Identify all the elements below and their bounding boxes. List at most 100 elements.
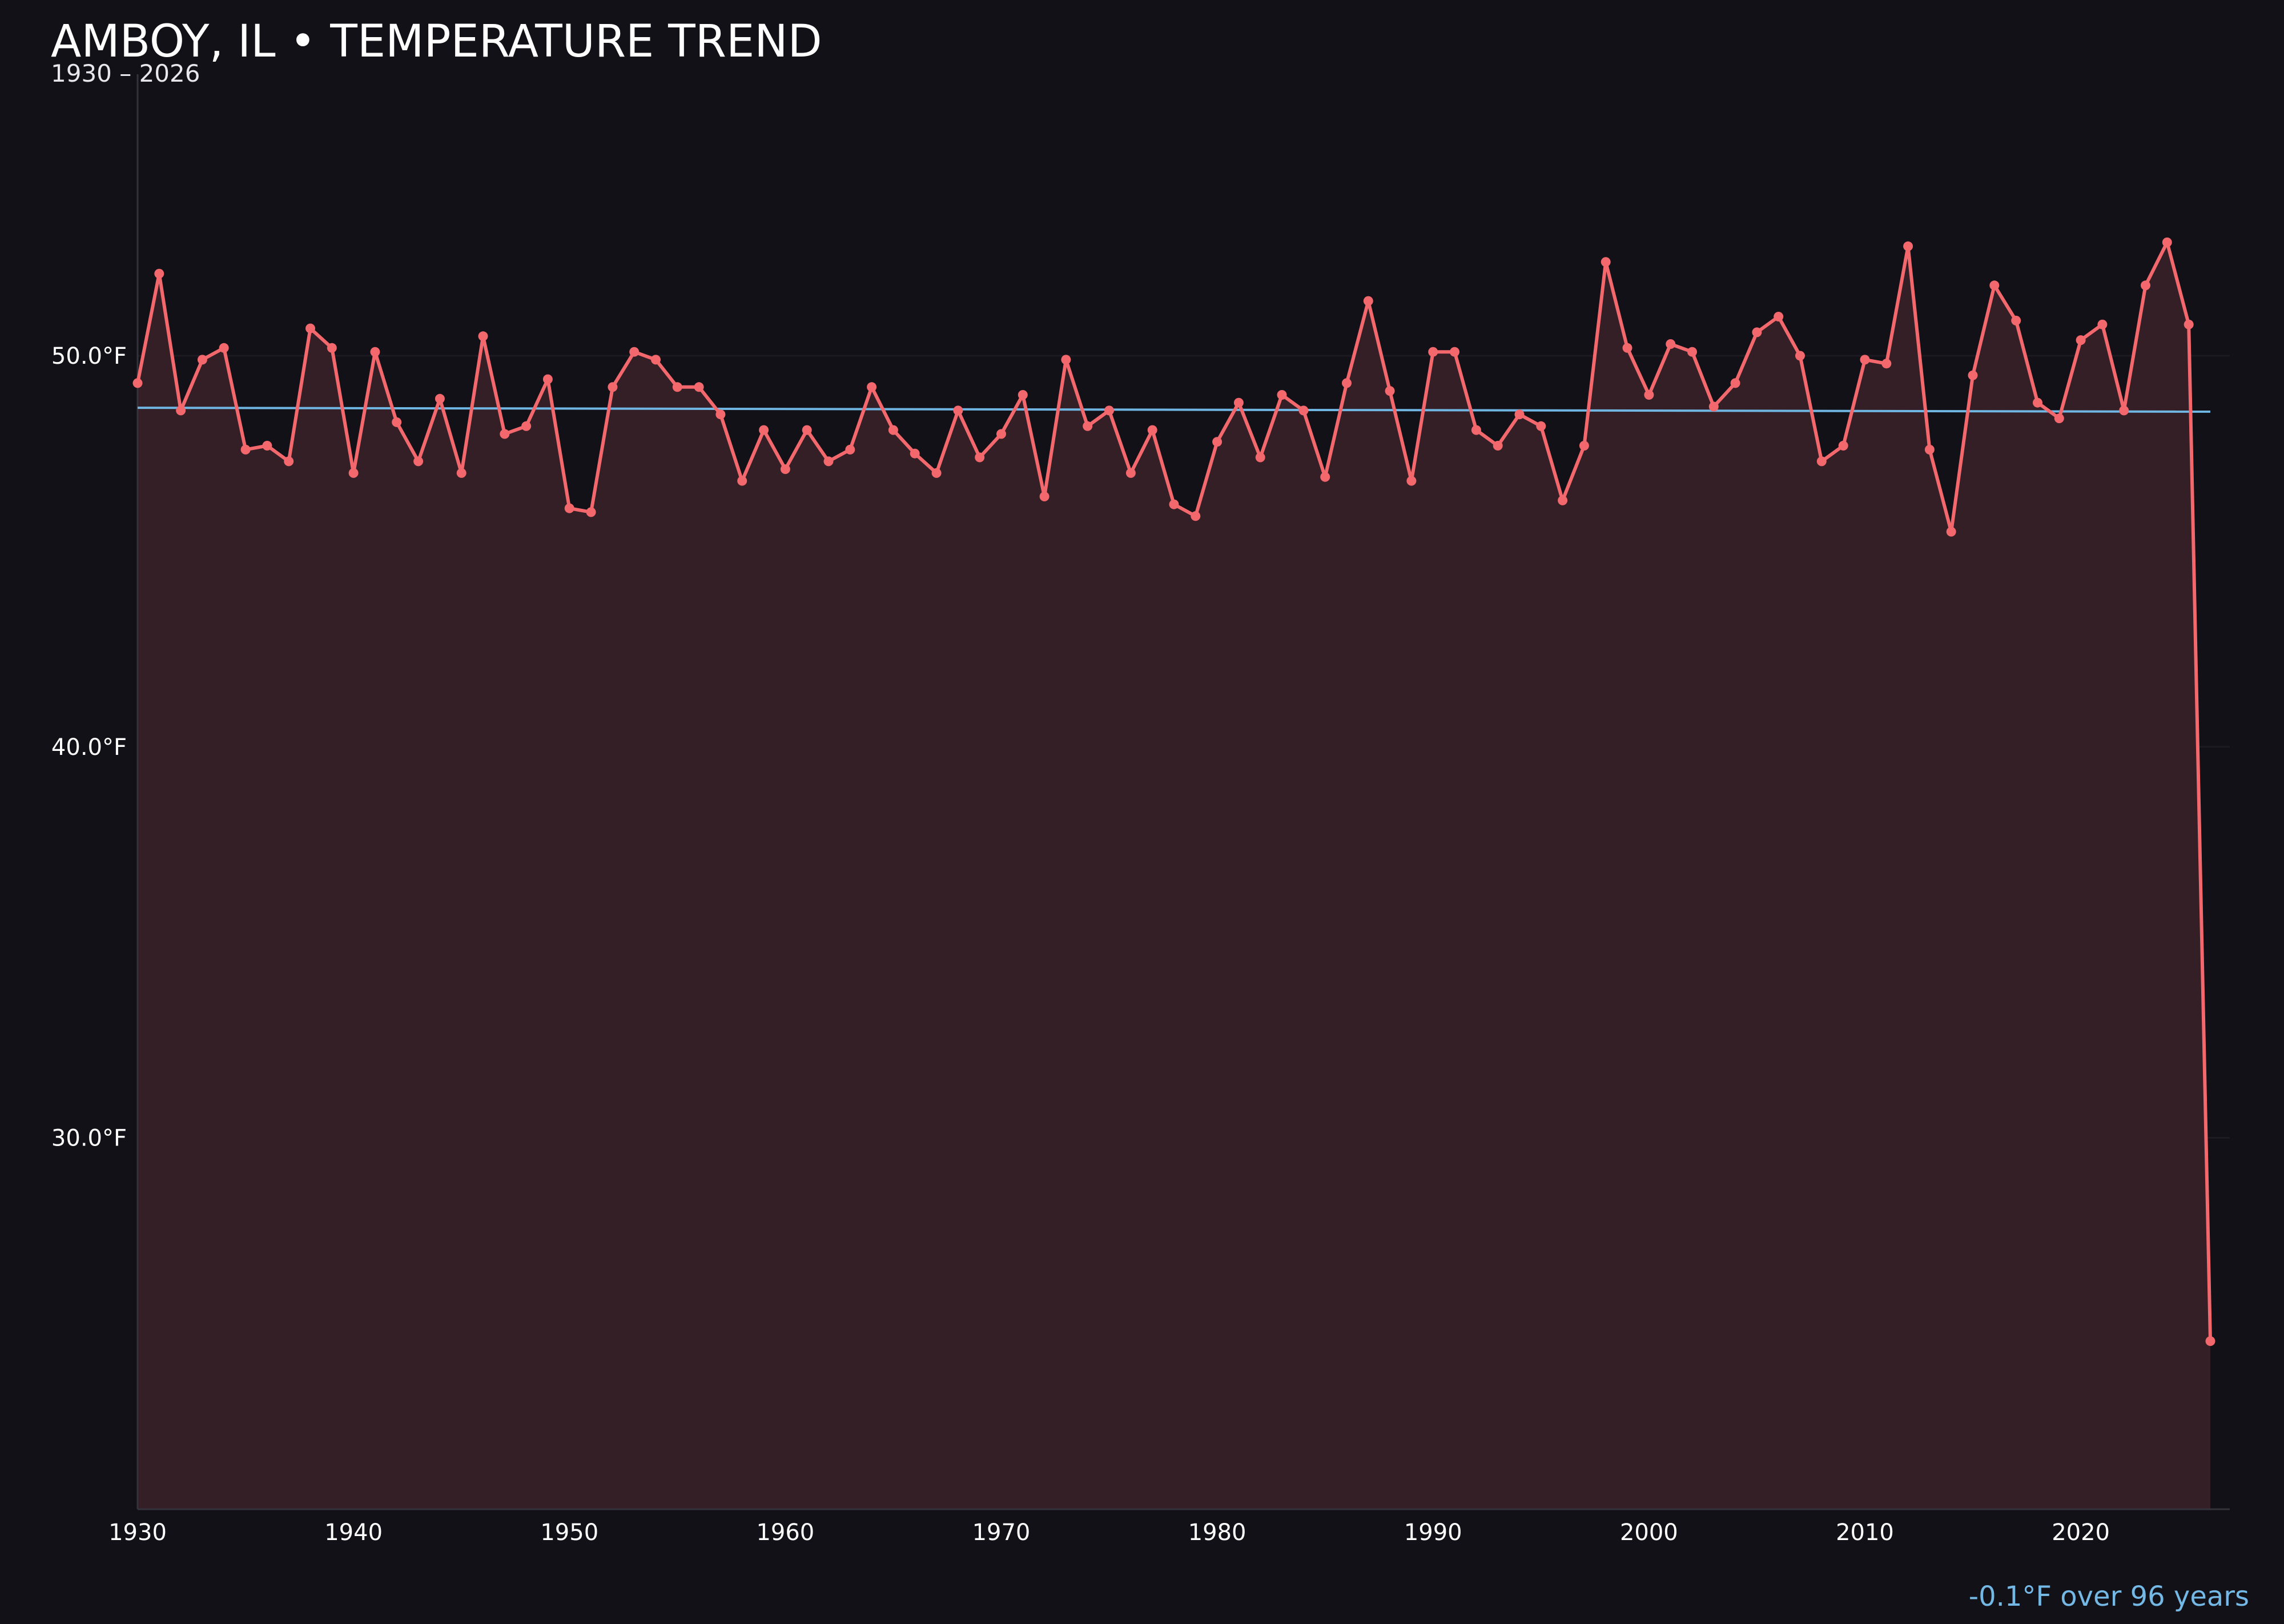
data-point <box>1233 397 1244 408</box>
data-point <box>435 393 445 404</box>
y-tick-label: 50.0°F <box>51 343 127 369</box>
data-point <box>1406 476 1417 486</box>
x-tick-label: 1950 <box>540 1520 598 1546</box>
data-point <box>780 464 790 475</box>
data-point <box>2205 1336 2215 1346</box>
data-point <box>1558 495 1568 505</box>
x-tick-label: 1930 <box>108 1520 167 1546</box>
data-point <box>1298 405 1309 416</box>
x-tick-labels: 1930 1940 1950 1960 1970 1980 1990 2000 2010 2020 <box>108 1520 2110 1546</box>
data-point <box>456 468 467 478</box>
data-point <box>1212 437 1223 447</box>
data-point <box>1881 359 1892 369</box>
data-point <box>2076 335 2086 345</box>
data-point <box>1450 347 1459 357</box>
data-point <box>845 444 855 455</box>
y-tick-labels: 30.0°F 40.0°F 50.0°F <box>51 343 127 1151</box>
chart-title: AMBOY, IL • TEMPERATURE TREND <box>51 16 822 67</box>
data-point <box>1579 441 1589 451</box>
x-tick-label: 2000 <box>1620 1520 1678 1546</box>
data-point <box>608 382 618 392</box>
data-point <box>284 456 294 467</box>
data-point <box>953 405 963 416</box>
data-point <box>737 476 747 486</box>
data-point <box>1018 390 1028 400</box>
data-point <box>1255 452 1265 463</box>
y-tick-label: 40.0°F <box>51 734 127 761</box>
data-point <box>392 417 402 427</box>
data-point <box>1493 441 1503 451</box>
data-point <box>1622 343 1632 353</box>
data-point <box>759 425 769 435</box>
data-point <box>1774 312 1784 321</box>
x-tick-label: 1970 <box>972 1520 1031 1546</box>
trend-note: -0.1°F over 96 years <box>1968 1581 2249 1613</box>
x-tick-label: 2020 <box>2052 1520 2110 1546</box>
x-tick-label: 1940 <box>324 1520 383 1546</box>
data-point <box>1946 526 1956 537</box>
data-point <box>715 409 726 420</box>
data-point <box>1536 421 1546 431</box>
data-point <box>1989 280 2000 291</box>
data-point <box>327 343 337 353</box>
data-point <box>1968 370 1978 380</box>
data-point <box>1104 405 1114 416</box>
data-point <box>823 456 834 467</box>
data-point <box>975 452 985 463</box>
data-point <box>1125 468 1136 478</box>
data-point <box>305 323 315 333</box>
data-point <box>478 331 488 341</box>
data-point <box>1320 472 1330 482</box>
data-point <box>586 507 596 517</box>
data-point <box>1601 257 1611 267</box>
trend-line <box>137 407 2210 413</box>
x-tick-label: 1980 <box>1188 1520 1246 1546</box>
data-point <box>1924 444 1935 455</box>
x-tick-label: 1960 <box>756 1520 814 1546</box>
y-tick-label: 30.0°F <box>51 1125 127 1151</box>
data-point <box>1687 347 1697 357</box>
data-point <box>1385 386 1395 396</box>
data-point <box>1644 390 1654 400</box>
temperature-area-fill <box>138 242 2210 1510</box>
data-point <box>348 468 359 478</box>
data-point <box>1903 241 1913 251</box>
data-point <box>1752 327 1762 337</box>
data-point <box>132 378 143 388</box>
data-point <box>802 425 812 435</box>
data-point <box>1061 355 1071 365</box>
data-point <box>694 382 704 392</box>
data-point <box>2141 280 2150 291</box>
data-point <box>1666 339 1676 349</box>
data-point <box>2033 397 2042 408</box>
data-point <box>1039 492 1049 501</box>
data-point <box>500 429 510 439</box>
x-tick-label: 2010 <box>1836 1520 1894 1546</box>
data-point <box>262 441 272 451</box>
data-point <box>1169 499 1179 509</box>
data-point <box>1277 390 1287 400</box>
data-point <box>521 421 532 431</box>
data-point <box>1860 355 1870 365</box>
data-point <box>1708 401 1719 412</box>
x-tick-label: 1990 <box>1404 1520 1462 1546</box>
data-point <box>1730 378 1740 388</box>
data-point <box>1083 421 1093 431</box>
data-point <box>931 468 942 478</box>
data-point <box>1514 409 1525 420</box>
data-point <box>867 382 877 392</box>
data-point <box>2011 315 2021 325</box>
data-point <box>2097 319 2108 329</box>
data-point <box>154 268 164 279</box>
data-point <box>2162 237 2172 247</box>
data-point <box>564 503 574 513</box>
data-point <box>1838 441 1848 451</box>
data-point <box>2119 405 2129 416</box>
data-point <box>197 355 207 365</box>
data-point <box>888 425 898 435</box>
data-point <box>2054 413 2064 424</box>
data-point <box>1471 425 1481 435</box>
data-point <box>1795 351 1805 361</box>
data-point <box>370 347 380 357</box>
